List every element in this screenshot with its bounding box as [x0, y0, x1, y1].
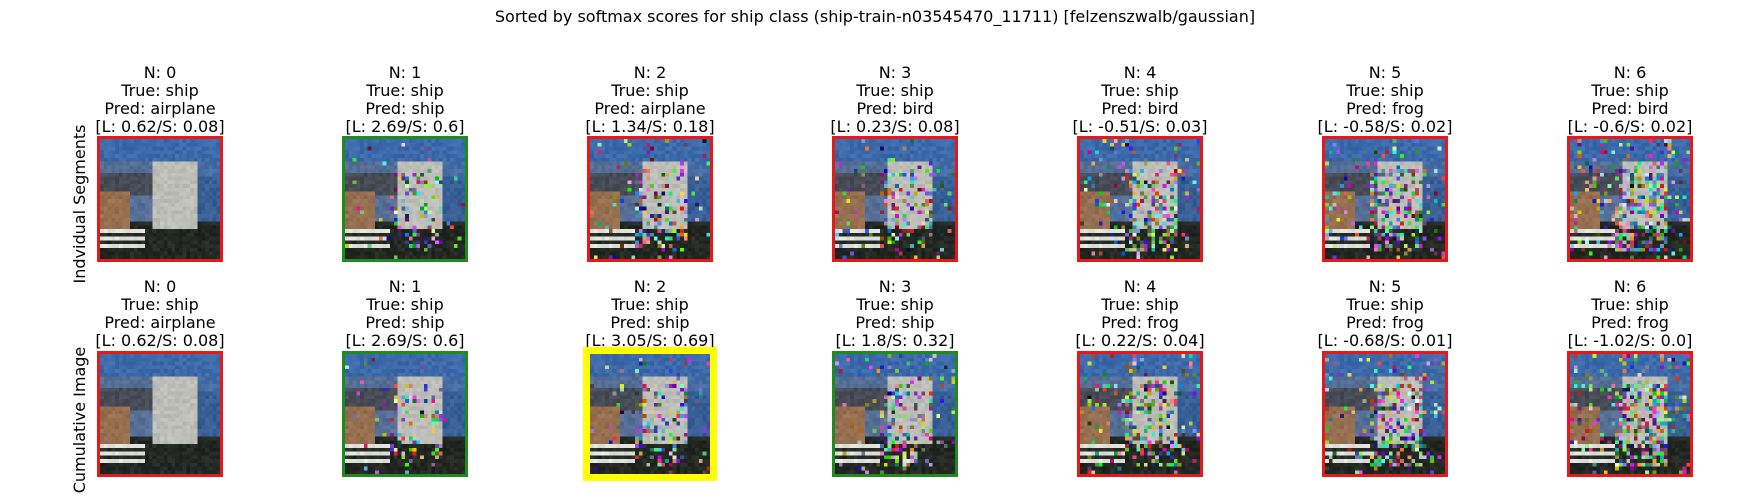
panel-title-true: True: ship	[366, 295, 444, 314]
panel-title-scores: [L: 2.69/S: 0.6]	[345, 117, 465, 136]
panel-image	[1322, 351, 1448, 477]
panel-title-true: True: ship	[1591, 81, 1669, 100]
panel-title-n: N: 2	[633, 277, 667, 296]
panel-title-true: True: ship	[611, 295, 689, 314]
panel: N: 0 True: ship Pred: airplane [L: 0.62/S: …	[40, 278, 280, 350]
panel-title-true: True: ship	[1591, 295, 1669, 314]
panel-title-pred: Pred: frog	[1346, 99, 1424, 118]
panel-title-pred: Pred: frog	[1101, 313, 1179, 332]
panel: N: 5 True: ship Pred: frog [L: -0.68/S: 0.0…	[1265, 278, 1505, 350]
panel: N: 2 True: ship Pred: airplane [L: 1.34/S: …	[530, 64, 770, 136]
panel-title-pred: Pred: frog	[1346, 313, 1424, 332]
panel-title-n: N: 5	[1368, 63, 1402, 82]
panel: N: 5 True: ship Pred: frog [L: -0.58/S: 0.0…	[1265, 64, 1505, 136]
panel: N: 6 True: ship Pred: frog [L: -1.02/S: 0.0…	[1510, 278, 1750, 350]
panel-title-scores: [L: -0.51/S: 0.03]	[1072, 117, 1208, 136]
panel-title-scores: [L: -0.68/S: 0.01]	[1317, 331, 1453, 350]
panel-title-scores: [L: 2.69/S: 0.6]	[345, 331, 465, 350]
panel-title-scores: [L: 1.34/S: 0.18]	[585, 117, 715, 136]
panel-image	[1567, 136, 1693, 262]
panel-title-true: True: ship	[1346, 295, 1424, 314]
panel-title-true: True: ship	[1101, 81, 1179, 100]
panel-image	[583, 347, 717, 481]
panel-title-true: True: ship	[1101, 295, 1179, 314]
row-label: Indvidual Segments	[70, 124, 89, 284]
panel-title-n: N: 5	[1368, 277, 1402, 296]
panel-image	[342, 136, 468, 262]
panel-title-true: True: ship	[1346, 81, 1424, 100]
panel: N: 4 True: ship Pred: frog [L: 0.22/S: 0.04…	[1020, 278, 1260, 350]
panel-title-n: N: 1	[388, 63, 422, 82]
panel-title-scores: [L: -0.6/S: 0.02]	[1567, 117, 1693, 136]
panel-title-pred: Pred: ship	[855, 313, 935, 332]
panel-title-true: True: ship	[121, 81, 199, 100]
panel-title-true: True: ship	[856, 81, 934, 100]
panel-title-pred: Pred: ship	[610, 313, 690, 332]
panel-image	[1322, 136, 1448, 262]
panel: N: 2 True: ship Pred: ship [L: 3.05/S: 0.69…	[530, 278, 770, 350]
panel-title-scores: [L: 0.22/S: 0.04]	[1075, 331, 1205, 350]
panel-title-n: N: 2	[633, 63, 667, 82]
panel: N: 0 True: ship Pred: airplane [L: 0.62/S: …	[40, 64, 280, 136]
panel-title-pred: Pred: airplane	[594, 99, 706, 118]
figure-title: Sorted by softmax scores for ship class …	[494, 7, 1256, 26]
panel-title-pred: Pred: frog	[1591, 313, 1669, 332]
panel-image	[1077, 136, 1203, 262]
panel-title-pred: Pred: ship	[365, 99, 445, 118]
panel-title-scores: [L: 3.05/S: 0.69]	[585, 331, 715, 350]
panel-image	[342, 351, 468, 477]
panel: N: 1 True: ship Pred: ship [L: 2.69/S: 0.6]	[285, 64, 525, 136]
panel-title-pred: Pred: bird	[856, 99, 934, 118]
panel-image	[1077, 351, 1203, 477]
panel-title-scores: [L: 0.62/S: 0.08]	[95, 331, 225, 350]
panel: N: 1 True: ship Pred: ship [L: 2.69/S: 0.6]	[285, 278, 525, 350]
panel-title-true: True: ship	[121, 295, 199, 314]
panel-title-true: True: ship	[856, 295, 934, 314]
panel-title-n: N: 4	[1123, 277, 1157, 296]
panel-title-n: N: 6	[1613, 63, 1647, 82]
panel: N: 3 True: ship Pred: bird [L: 0.23/S: 0.08…	[775, 64, 1015, 136]
panel-title-scores: [L: -1.02/S: 0.0]	[1567, 331, 1693, 350]
panel-image	[97, 136, 223, 262]
panel-title-n: N: 3	[878, 277, 912, 296]
panel-title-pred: Pred: airplane	[104, 313, 216, 332]
panel-image	[97, 351, 223, 477]
panel-title-n: N: 6	[1613, 277, 1647, 296]
panel-title-scores: [L: 1.8/S: 0.32]	[835, 331, 955, 350]
panel-title-true: True: ship	[611, 81, 689, 100]
panel-title-scores: [L: -0.58/S: 0.02]	[1317, 117, 1453, 136]
panel-title-scores: [L: 0.23/S: 0.08]	[830, 117, 960, 136]
panel-image	[587, 136, 713, 262]
panel-title-pred: Pred: bird	[1101, 99, 1179, 118]
panel-title-n: N: 0	[143, 277, 177, 296]
panel-title-n: N: 4	[1123, 63, 1157, 82]
panel-title-n: N: 3	[878, 63, 912, 82]
panel: N: 3 True: ship Pred: ship [L: 1.8/S: 0.32]	[775, 278, 1015, 350]
panel-title-true: True: ship	[366, 81, 444, 100]
panel-title-n: N: 0	[143, 63, 177, 82]
panel-title-pred: Pred: bird	[1591, 99, 1669, 118]
panel-title-pred: Pred: airplane	[104, 99, 216, 118]
panel-image	[832, 351, 958, 477]
panel: N: 6 True: ship Pred: bird [L: -0.6/S: 0.02…	[1510, 64, 1750, 136]
row-label: Cumulative Image	[70, 346, 89, 494]
panel-title-scores: [L: 0.62/S: 0.08]	[95, 117, 225, 136]
panel-title-pred: Pred: ship	[365, 313, 445, 332]
panel-title-n: N: 1	[388, 277, 422, 296]
panel-image	[832, 136, 958, 262]
panel: N: 4 True: ship Pred: bird [L: -0.51/S: 0.0…	[1020, 64, 1260, 136]
panel-image	[1567, 351, 1693, 477]
